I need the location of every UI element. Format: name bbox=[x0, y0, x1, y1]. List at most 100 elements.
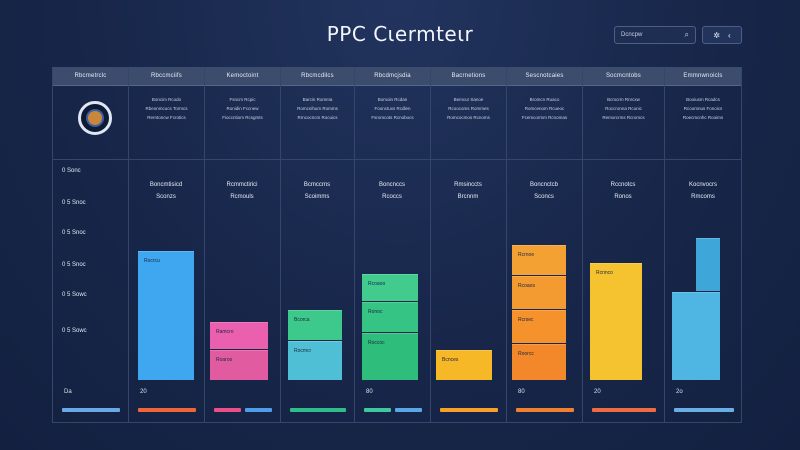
footer-label: 80 bbox=[366, 389, 373, 395]
search-icon[interactable]: ⌕ bbox=[684, 30, 689, 39]
column-meta: Bcmcrm Rnrcxw Roccronna Rcunic Remorcrms R… bbox=[583, 95, 664, 122]
column-header[interactable]: Rbcdmcjsdia bbox=[355, 67, 430, 86]
category-name: Bcmccrns bbox=[303, 182, 331, 188]
bar-label: Rcrsec bbox=[518, 317, 534, 323]
bar-segment[interactable]: Ronoc bbox=[362, 302, 418, 332]
column-header-label: Rbcdmcjsdia bbox=[374, 73, 411, 79]
column-2: Kemoctoint Fsncm Rcpic Ronidin Fccnew Fiocc… bbox=[204, 67, 280, 422]
column-header[interactable]: Kemoctoint bbox=[205, 67, 280, 86]
column-meta: Boncim Rcodo Rbeonmcucs Tormcs Rerntoncw F… bbox=[129, 95, 204, 122]
bar-segment[interactable] bbox=[672, 292, 720, 380]
brand-logo bbox=[78, 101, 112, 135]
meta-line: Barcin Romma bbox=[302, 97, 333, 102]
column-header[interactable]: Rbcmetrclc bbox=[53, 67, 128, 86]
meta-line: Bemcur Sanoe bbox=[453, 97, 484, 102]
footer-stripe bbox=[245, 408, 272, 412]
footer-stripe bbox=[395, 408, 422, 412]
page-title: PPC Cιermteιr bbox=[326, 22, 474, 46]
category-name: Rmsinccts bbox=[454, 182, 482, 188]
row-divider bbox=[52, 159, 742, 160]
column-header-label: Socmcntobs bbox=[605, 73, 641, 79]
column-header[interactable]: Bacrnetions bbox=[431, 67, 506, 86]
footer-stripe bbox=[592, 408, 656, 412]
bar-segment[interactable]: Rcoaoo bbox=[362, 274, 418, 301]
category-label: Rccnotcs Ronos bbox=[582, 179, 664, 203]
meta-line: Remorcrms Rcromcs bbox=[602, 115, 645, 120]
column-meta: Bemcur Sanoe Rcoocoms Rommes Romcocmos Rcn… bbox=[431, 95, 506, 122]
bar-segment[interactable]: Rcrsec bbox=[512, 310, 566, 343]
bar-segment[interactable] bbox=[696, 238, 720, 291]
category-label: Rcmmctirici Rcmouls bbox=[204, 179, 280, 203]
meta-line: Fcemcormm Rcnomas bbox=[521, 115, 568, 120]
category-label: Boncmtisicd Sconzs bbox=[128, 179, 204, 203]
column-header-label: Bacrnetions bbox=[451, 73, 486, 79]
chevron-left-icon[interactable]: ‹ bbox=[728, 30, 731, 40]
column-meta: Bromcn Ruaco Romcenom Rcueoc Fcemcormm Rcn… bbox=[507, 95, 582, 122]
meta-line: Roccronna Rcunic bbox=[605, 106, 642, 111]
settings-icon[interactable]: ✲ bbox=[713, 30, 721, 40]
meta-line: Rrncocncm Rocuics bbox=[297, 115, 338, 120]
bar-segment[interactable]: Roaros bbox=[210, 350, 268, 380]
category-sub: Sconzs bbox=[156, 194, 176, 200]
bar-label: Rcnnco bbox=[596, 270, 613, 276]
category-label: Bcmccrns Scoimms bbox=[280, 179, 354, 203]
bar-segment[interactable]: Bcnces bbox=[436, 350, 492, 380]
bar-label: Rocmcr bbox=[294, 348, 312, 354]
bar-segment[interactable]: Rocrcu bbox=[138, 251, 194, 380]
column-header[interactable]: Socmcntobs bbox=[583, 67, 664, 86]
y-tick-label: 0 5 Snoc bbox=[62, 230, 86, 236]
column-3: Rbcmcdilcs Barcin Romma Romcnihum Romms Rrn… bbox=[280, 67, 354, 422]
bar-label: Bcnces bbox=[442, 357, 459, 363]
category-label: Kocnvocrs Rmcoms bbox=[664, 179, 742, 203]
bar-segment[interactable]: Roorcc bbox=[512, 344, 566, 380]
bar-segment[interactable]: Rcrnoe bbox=[512, 245, 566, 275]
bar-segment[interactable]: Rocmcr bbox=[288, 341, 342, 380]
meta-line: Romcocmos Rcnoms bbox=[447, 115, 490, 120]
category-label: Boncnccs Rcoccs bbox=[354, 179, 430, 203]
meta-line: Bcmcrm Rnrcxw bbox=[607, 97, 640, 102]
y-tick-label: 0 Sonc bbox=[62, 168, 81, 174]
meta-line: Rcoocoms Rommes bbox=[448, 106, 489, 111]
column-meta: Fsncm Rcpic Ronidin Fccnew Fioccntiom Rcsg… bbox=[205, 95, 280, 122]
category-sub: Rcoccs bbox=[382, 194, 402, 200]
bar-label: Ramcro bbox=[216, 329, 234, 335]
footer-label: 20 bbox=[140, 389, 147, 395]
column-header-label: Emmnwnoicls bbox=[683, 73, 723, 79]
meta-line: Bomoin Rcdan bbox=[377, 97, 408, 102]
y-tick-label: 0 5 Snoc bbox=[62, 262, 86, 268]
footer-stripe bbox=[364, 408, 391, 412]
category-sub: Rcmouls bbox=[230, 194, 254, 200]
column-0: Rbcmetrclc bbox=[52, 67, 128, 422]
bar-segment[interactable]: Bcorca bbox=[288, 310, 342, 340]
column-meta: Booiusm Rcadcs Rcoomnus Fonoics Roecmcnhc … bbox=[665, 95, 741, 122]
footer-label: 20 bbox=[594, 389, 601, 395]
toolbar-buttons[interactable]: ✲ ‹ bbox=[702, 26, 742, 44]
column-header-label: Rbcmcdilcs bbox=[301, 73, 334, 79]
column-header[interactable]: Rbccmciifs bbox=[129, 67, 204, 86]
meta-line: Roecmcnhc Rooims bbox=[682, 115, 724, 120]
footer-stripe bbox=[516, 408, 574, 412]
footer-stripe bbox=[138, 408, 196, 412]
meta-line: Booiusm Rcadcs bbox=[686, 97, 720, 102]
bar-segment[interactable]: Rcnnco bbox=[590, 263, 642, 380]
meta-line: Rcoomnus Fonoics bbox=[683, 106, 723, 111]
category-label: Rmsinccts Brcnnm bbox=[430, 179, 506, 203]
meta-line: Romcnihum Romms bbox=[297, 106, 338, 111]
column-header[interactable]: Rbcmcdilcs bbox=[281, 67, 354, 86]
bar-segment[interactable]: Rcoaos bbox=[512, 276, 566, 309]
y-tick-label: 0 5 Sowc bbox=[62, 292, 87, 298]
bar-label: Roaros bbox=[216, 357, 233, 363]
footer-stripe bbox=[214, 408, 241, 412]
category-sub: Rmcoms bbox=[691, 194, 715, 200]
category-name: Rccnotcs bbox=[610, 182, 636, 188]
bar-segment[interactable]: Roccoc bbox=[362, 333, 418, 380]
footer-stripe bbox=[440, 408, 498, 412]
column-header[interactable]: Emmnwnoicls bbox=[665, 67, 741, 86]
search-input[interactable]: Dcncpw ⌕ bbox=[614, 26, 696, 44]
bar-segment[interactable]: Ramcro bbox=[210, 322, 268, 349]
footer-label: 80 bbox=[518, 389, 525, 395]
bar-label: Rcoaoo bbox=[368, 281, 386, 287]
meta-line: Fioccntiom Rcsgmts bbox=[222, 115, 263, 120]
column-header[interactable]: Sescnotcaies bbox=[507, 67, 582, 86]
bar-label: Rocrcu bbox=[144, 258, 160, 264]
